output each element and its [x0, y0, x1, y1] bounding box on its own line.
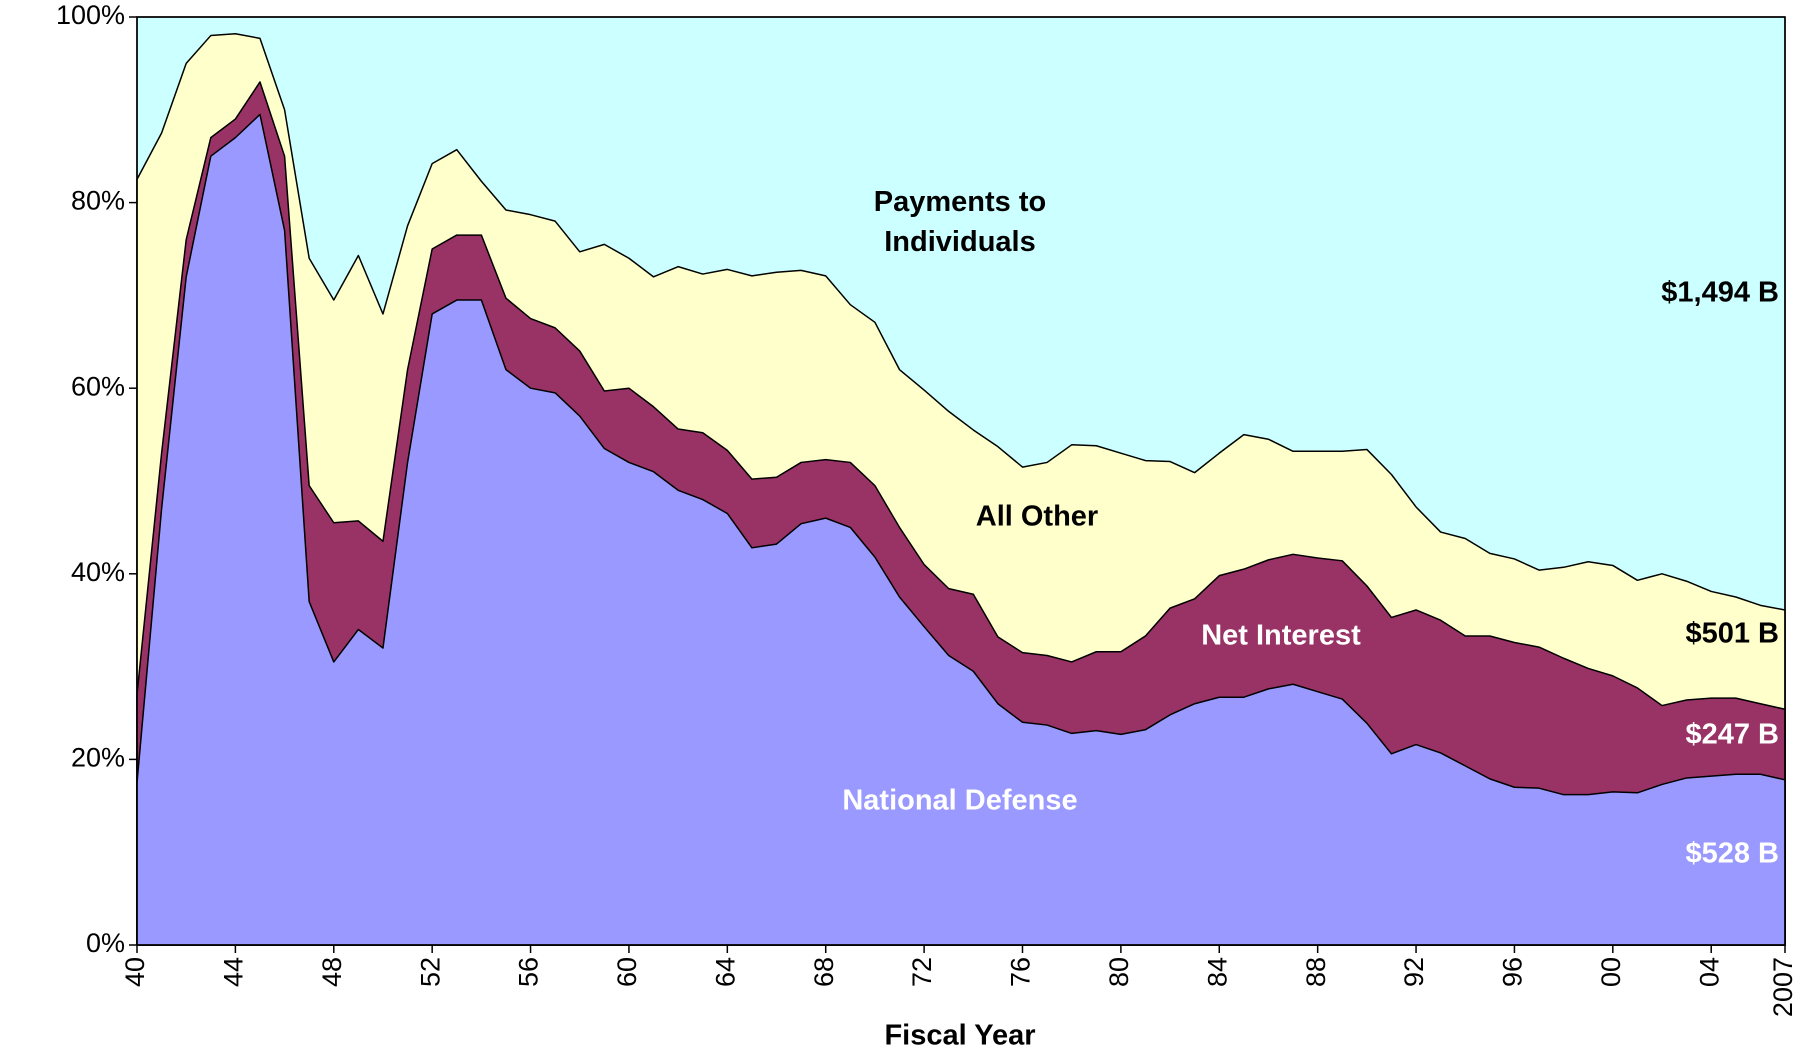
x-tick-label: 04 — [1694, 957, 1724, 987]
x-tick-label: 92 — [1399, 957, 1429, 987]
x-tick-label: 72 — [907, 957, 937, 987]
y-tick-label: 0% — [86, 928, 125, 958]
series-label: Net Interest — [1201, 620, 1361, 652]
x-tick-label: 2007 — [1768, 957, 1798, 1017]
x-tick-label: 56 — [514, 957, 544, 987]
y-tick-label: 80% — [71, 186, 125, 216]
x-tick-label: 00 — [1596, 957, 1626, 987]
series-label: National Defense — [842, 785, 1077, 817]
x-tick-label: 88 — [1301, 957, 1331, 987]
x-tick-label: 52 — [415, 957, 445, 987]
y-tick-label: 60% — [71, 371, 125, 401]
y-tick-label: 20% — [71, 743, 125, 773]
end-value-label: $247 B — [1685, 719, 1779, 751]
end-value-label: $1,494 B — [1661, 277, 1779, 309]
series-label: All Other — [976, 501, 1098, 533]
x-tick-label: 80 — [1104, 957, 1134, 987]
y-tick-label: 40% — [71, 557, 125, 587]
x-tick-label: 60 — [612, 957, 642, 987]
x-tick-label: 44 — [219, 957, 249, 987]
x-tick-label: 76 — [1006, 957, 1036, 987]
series-label: Payments to Individuals — [873, 186, 1047, 258]
end-value-label: $528 B — [1685, 838, 1779, 870]
area — [136, 113, 1786, 946]
x-tick-label: 84 — [1202, 957, 1232, 987]
x-tick-label: 96 — [1498, 957, 1528, 987]
y-tick-label: 100% — [56, 0, 125, 30]
x-tick-label: 40 — [120, 957, 150, 987]
x-axis-title: Fiscal Year — [884, 1020, 1035, 1051]
plot-frame — [136, 16, 1786, 946]
x-tick-label: 48 — [317, 957, 347, 987]
x-tick-label: 68 — [809, 957, 839, 987]
x-tick-label: 64 — [710, 957, 740, 987]
end-value-label: $501 B — [1685, 618, 1779, 650]
